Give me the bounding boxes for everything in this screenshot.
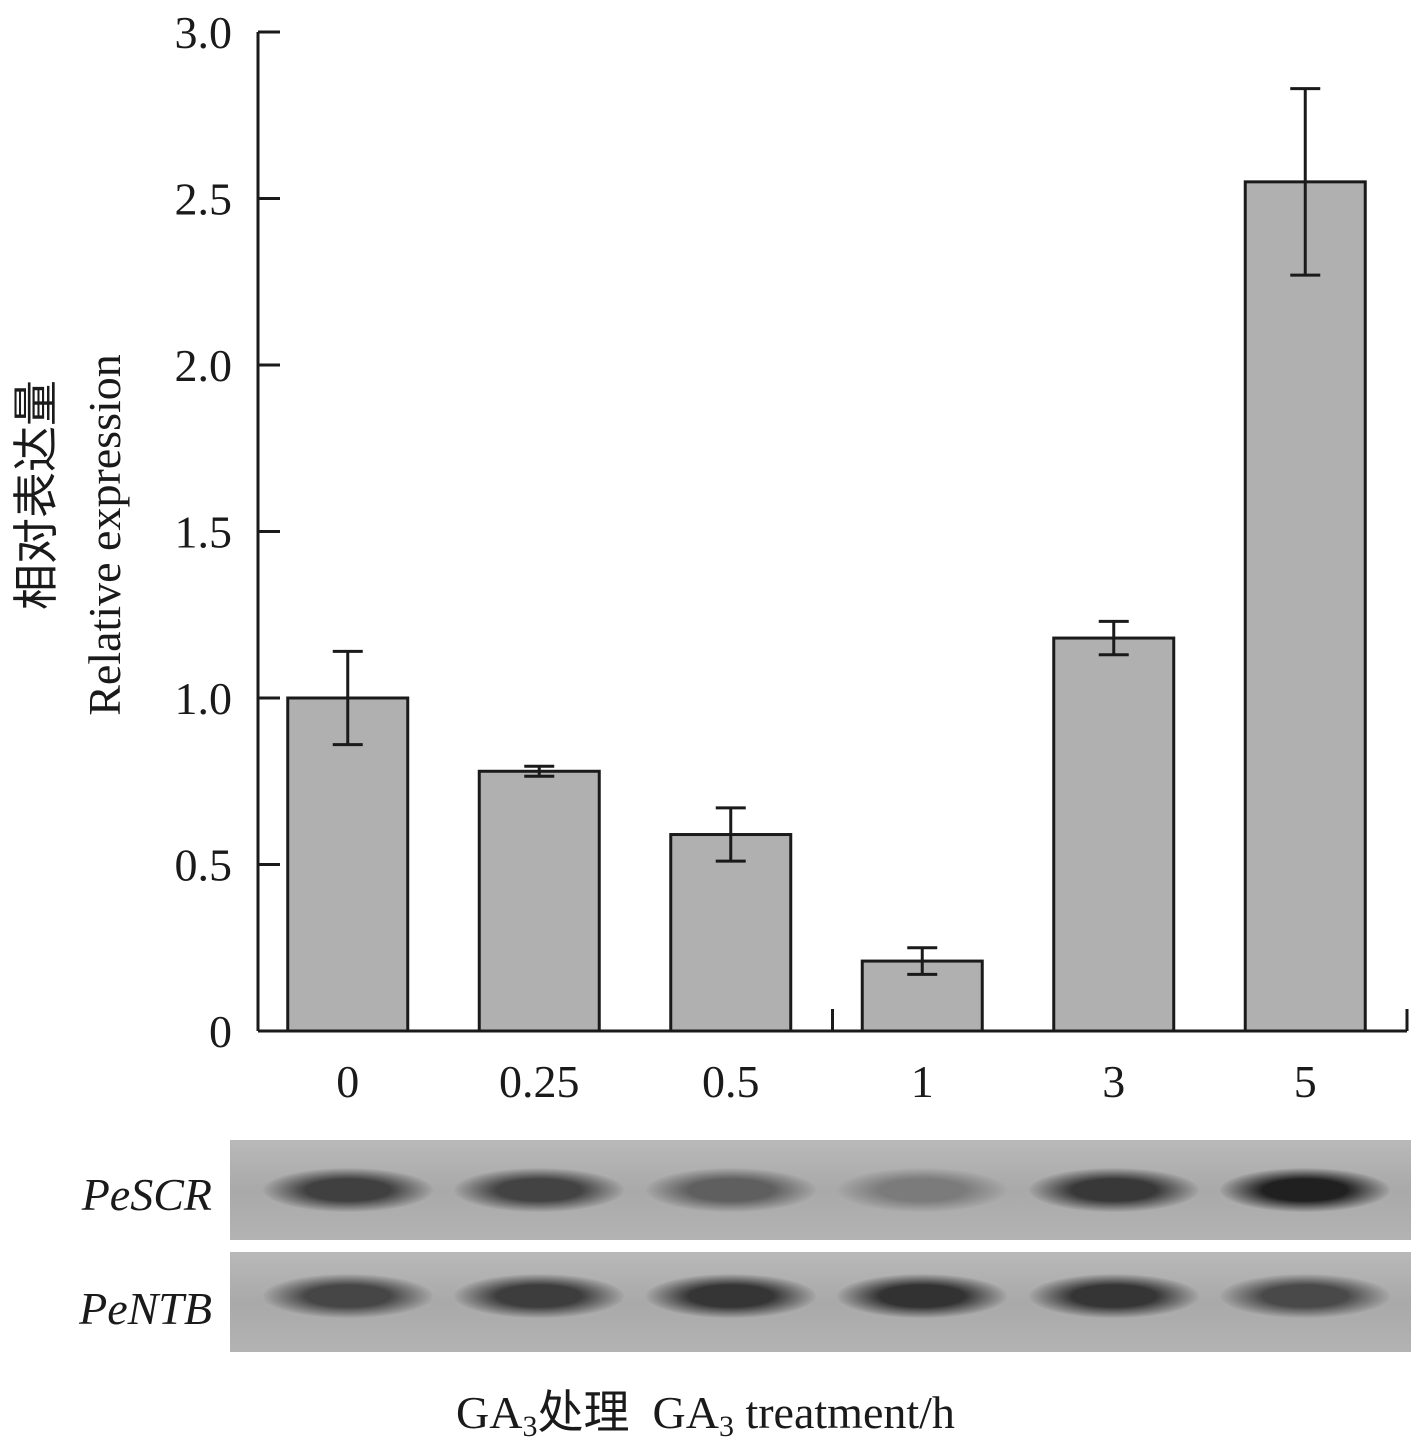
x-axis-title: GA3处理 GA3 treatment/h (0, 1376, 1411, 1442)
y-tick-label: 2.5 (175, 174, 233, 225)
y-axis-title-cn: 相对表达量 (11, 380, 62, 610)
y-tick-label: 1.0 (175, 673, 233, 724)
y-tick-label: 3.0 (175, 7, 233, 58)
gel-strip-pescr (230, 1140, 1411, 1240)
x-tick-labels: 0 0.25 0.5 1 3 5 (336, 1056, 1317, 1107)
axes (256, 30, 1409, 1033)
gel-band (262, 1274, 433, 1318)
error-bars (332, 87, 1321, 976)
gene-label-pescr: PeSCR (81, 1169, 212, 1220)
bar (1243, 180, 1367, 1033)
gene-label-pentb: PeNTB (79, 1283, 212, 1334)
y-axis-title: 相对表达量 Relative expression (11, 354, 130, 716)
gel-band (1028, 1274, 1199, 1318)
bar-chart: 0 0.5 1.0 1.5 2.0 2.5 3.0 0 0.25 0.5 1 3 5 相对表达量 Re… (11, 7, 1409, 1107)
x-title-cn: 处理 (537, 1387, 653, 1438)
x-tick-label: 0.25 (499, 1056, 580, 1107)
bar (669, 833, 793, 1033)
y-axis-title-en: Relative expression (79, 354, 130, 716)
gel-band (1028, 1168, 1199, 1212)
x-tick-label: 0.5 (702, 1056, 760, 1107)
x-title-ga-a: GA (456, 1387, 523, 1438)
gel-band (1220, 1168, 1391, 1212)
y-tick-label: 2.0 (175, 340, 233, 391)
x-tick-label: 3 (1102, 1056, 1125, 1107)
y-tick-label: 1.5 (175, 507, 233, 558)
gel-band (454, 1274, 625, 1318)
x-title-sub-a: 3 (522, 1410, 538, 1443)
gel-band (1220, 1274, 1391, 1318)
x-tick-label: 1 (911, 1056, 934, 1107)
x-tick-label: 5 (1294, 1056, 1317, 1107)
bar (286, 696, 410, 1033)
bar (1052, 636, 1176, 1033)
y-tick-label: 0.5 (175, 840, 233, 891)
gel-band (645, 1274, 816, 1318)
gel-band (837, 1168, 1008, 1212)
gel-band (645, 1168, 816, 1212)
gel-band (262, 1168, 433, 1212)
bars (286, 180, 1367, 1033)
gel-strip-pentb (230, 1252, 1411, 1352)
gel-band (837, 1274, 1008, 1318)
x-title-en: treatment/h (733, 1387, 955, 1438)
y-tick-label: 0 (209, 1006, 232, 1057)
bar (477, 769, 601, 1033)
gel-band (454, 1168, 625, 1212)
x-tick-label: 0 (336, 1056, 359, 1107)
y-tick-labels: 0 0.5 1.0 1.5 2.0 2.5 3.0 (175, 7, 233, 1057)
x-title-ga-b: GA (652, 1387, 719, 1438)
x-title-sub-b: 3 (718, 1410, 734, 1443)
